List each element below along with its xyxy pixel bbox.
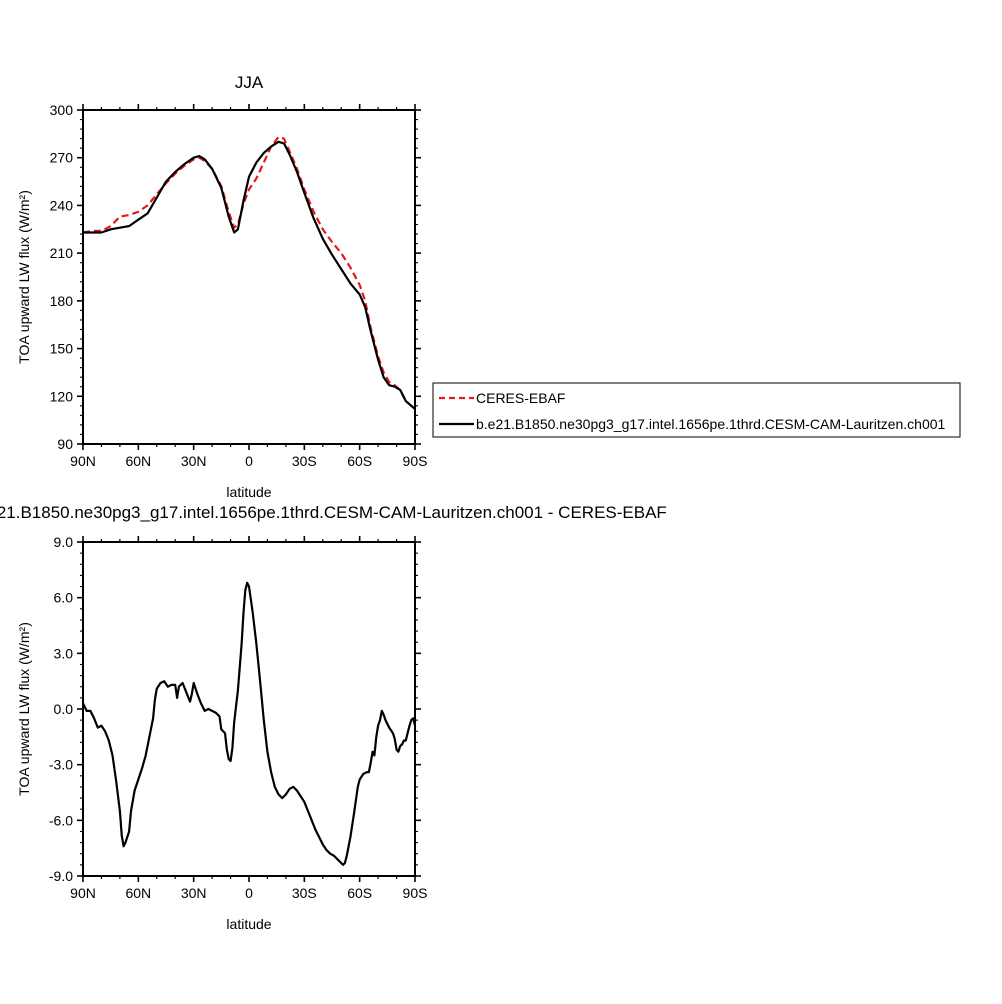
top-plot-frame bbox=[82, 109, 416, 445]
top-data-lines bbox=[82, 135, 416, 410]
bottom-x-tick-label: 30N bbox=[181, 885, 207, 901]
top-series-line-1 bbox=[83, 140, 416, 410]
top-y-tick-label: 120 bbox=[50, 388, 74, 404]
legend-box bbox=[432, 382, 961, 438]
bottom-series-line-0 bbox=[82, 581, 417, 866]
top-y-tick-label: 180 bbox=[50, 293, 74, 309]
bottom-plot-frame bbox=[82, 541, 416, 877]
bottom-x-axis-label: latitude bbox=[226, 916, 271, 932]
bottom-y-tick-label: -3.0 bbox=[49, 757, 73, 773]
bottom-panel: b.e21.B1850.ne30pg3_g17.intel.1656pe.1th… bbox=[0, 503, 667, 932]
bottom-y-axis-label: TOA upward LW flux (W/m²) bbox=[16, 622, 32, 796]
bottom-y-tick-label: 3.0 bbox=[54, 645, 74, 661]
top-x-tick-label: 60N bbox=[125, 453, 151, 469]
legend-label-model: b.e21.B1850.ne30pg3_g17.intel.1656pe.1th… bbox=[476, 416, 946, 432]
top-y-tick-label: 270 bbox=[50, 150, 74, 166]
top-x-axis-label: latitude bbox=[226, 484, 271, 500]
top-x-tick-label: 60S bbox=[347, 453, 372, 469]
top-y-tick-label: 90 bbox=[57, 436, 73, 452]
legend-label-ceres: CERES-EBAF bbox=[476, 390, 565, 406]
bottom-x-tick-label: 30S bbox=[292, 885, 317, 901]
top-y-tick-label: 150 bbox=[50, 341, 74, 357]
top-x-tick-label: 0 bbox=[245, 453, 253, 469]
top-y-axis-label: TOA upward LW flux (W/m²) bbox=[16, 190, 32, 364]
bottom-x-tick-label: 60N bbox=[125, 885, 151, 901]
top-panel-title: JJA bbox=[235, 73, 264, 92]
top-x-tick-label: 30N bbox=[181, 453, 207, 469]
top-y-axis-label-text: TOA upward LW flux (W/m²) bbox=[16, 190, 32, 364]
top-x-tick-label: 90S bbox=[403, 453, 428, 469]
top-y-tick-label: 240 bbox=[50, 197, 74, 213]
bottom-y-axis-label-text: TOA upward LW flux (W/m²) bbox=[16, 622, 32, 796]
bottom-y-tick-label: -9.0 bbox=[49, 868, 73, 884]
top-panel: JJA TOA upward LW flux (W/m²) latitude 9… bbox=[16, 73, 427, 500]
bottom-y-tick-label: 0.0 bbox=[54, 701, 74, 717]
bottom-y-tick-label: -6.0 bbox=[49, 812, 73, 828]
bottom-x-tick-label: 60S bbox=[347, 885, 372, 901]
bottom-y-tick-label: 9.0 bbox=[54, 534, 74, 550]
bottom-x-tick-label: 90S bbox=[403, 885, 428, 901]
top-y-tick-label: 300 bbox=[50, 102, 74, 118]
bottom-panel-title: b.e21.B1850.ne30pg3_g17.intel.1656pe.1th… bbox=[0, 503, 667, 522]
top-series-line-0 bbox=[82, 135, 416, 410]
bottom-y-tick-label: 6.0 bbox=[54, 590, 74, 606]
bottom-data-lines bbox=[82, 581, 417, 866]
bottom-x-tick-label: 90N bbox=[70, 885, 96, 901]
top-x-tick-label: 90N bbox=[70, 453, 96, 469]
bottom-x-tick-label: 0 bbox=[245, 885, 253, 901]
legend: CERES-EBAF b.e21.B1850.ne30pg3_g17.intel… bbox=[432, 382, 961, 438]
top-y-tick-label: 210 bbox=[50, 245, 74, 261]
top-x-tick-label: 30S bbox=[292, 453, 317, 469]
